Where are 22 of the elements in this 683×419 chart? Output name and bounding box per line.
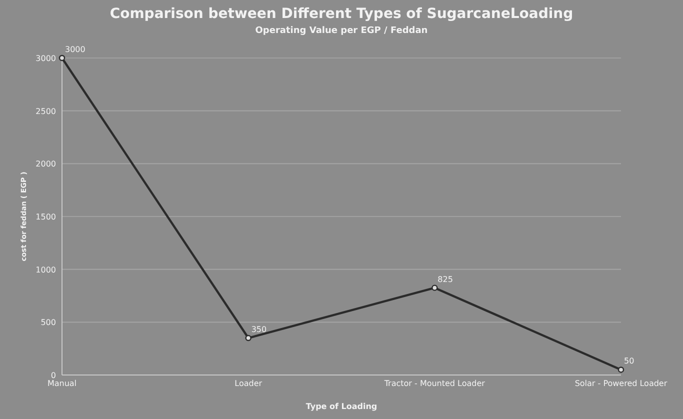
y-tick-label: 0 [50, 371, 56, 380]
point [58, 54, 66, 62]
x-tick-label: Tractor - Mounted Loader [383, 379, 486, 388]
y-tick-label: 1500 [36, 212, 56, 222]
data-label: 50 [624, 356, 634, 366]
data-label: 825 [438, 274, 453, 284]
chart-title: Comparison between Different Types of SugarcaneLoading [110, 6, 574, 22]
x-tick-label: Loader [234, 379, 263, 388]
point [618, 366, 624, 373]
x-axis-title: Type of Loading [306, 402, 378, 411]
y-tick-label: 1000 [36, 265, 56, 274]
chart-subtitle: Operating Value per EGP / Feddan [255, 26, 428, 36]
data-label: 3000 [65, 45, 86, 54]
x-tick-label: Solar - Powered Loader [574, 379, 668, 388]
point [432, 284, 438, 291]
y-tick-label: 3000 [36, 54, 56, 63]
x-tick-label: Manual [47, 379, 77, 388]
point [245, 334, 252, 342]
y-tick-label: 500 [40, 318, 56, 328]
data-label: 350 [251, 325, 267, 334]
y-tick-label: 2000 [36, 160, 56, 169]
y-tick-label: 2500 [36, 106, 56, 116]
